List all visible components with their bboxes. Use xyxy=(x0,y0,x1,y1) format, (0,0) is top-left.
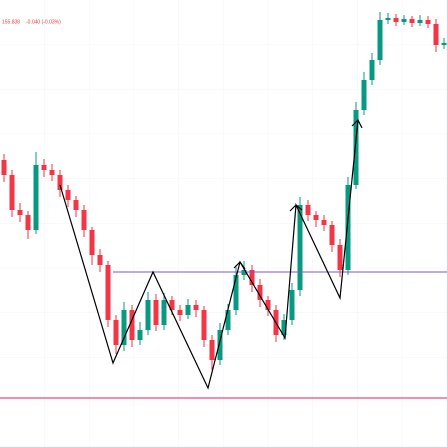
candle-body xyxy=(113,320,119,345)
candle-body xyxy=(209,340,215,360)
candle-body xyxy=(417,20,423,23)
candle-body xyxy=(401,19,407,22)
candle-body xyxy=(65,190,71,200)
candle-body xyxy=(425,20,431,24)
candle-body xyxy=(161,300,167,325)
candle-body xyxy=(393,18,399,22)
candle-body xyxy=(89,230,95,255)
candle-body xyxy=(281,320,287,335)
candle-body xyxy=(169,300,175,310)
candle-body xyxy=(9,175,15,210)
candle-body xyxy=(409,19,415,23)
candle-body xyxy=(17,210,23,215)
candles xyxy=(1,12,447,370)
candle-body xyxy=(1,160,7,175)
candle-body xyxy=(217,330,223,360)
candle-body xyxy=(121,310,127,345)
candle-body xyxy=(49,170,55,175)
candle-body xyxy=(233,275,239,310)
candle-body xyxy=(185,305,191,315)
candle-body xyxy=(265,300,271,310)
candle-body xyxy=(57,175,63,190)
candle-body xyxy=(297,205,303,290)
candle-body xyxy=(329,225,335,245)
candle-body xyxy=(385,18,391,20)
candle-body xyxy=(313,215,319,220)
candle-body xyxy=(97,255,103,265)
candle-body xyxy=(129,310,135,340)
candle-body xyxy=(321,220,327,225)
candle-body xyxy=(81,210,87,230)
candle-body xyxy=(177,310,183,315)
candle-body xyxy=(377,20,383,60)
candle-body xyxy=(105,265,111,320)
candle-body xyxy=(33,165,39,230)
candle-body xyxy=(369,60,375,80)
candle-body xyxy=(249,270,255,285)
price-label: 155.838 xyxy=(2,19,20,25)
candle-body xyxy=(361,80,367,110)
candle-body xyxy=(153,300,159,325)
candle-body xyxy=(433,24,439,45)
candle-body xyxy=(225,310,231,330)
candle-body xyxy=(25,215,31,230)
candle-body xyxy=(345,185,351,270)
candle-body xyxy=(257,285,263,300)
candle-body xyxy=(145,300,151,330)
candle-body xyxy=(41,165,47,170)
candle-body xyxy=(193,305,199,310)
arrow-head xyxy=(233,118,363,270)
candle-body xyxy=(73,200,79,210)
candle-body xyxy=(353,110,359,185)
candle-body xyxy=(201,310,207,340)
candle-body xyxy=(289,290,295,320)
change-label: -0.040 (-0.03%) xyxy=(26,19,61,25)
candle-body xyxy=(305,205,311,215)
candle-body xyxy=(137,330,143,340)
candle-body xyxy=(441,43,447,45)
candle-body xyxy=(337,245,343,270)
